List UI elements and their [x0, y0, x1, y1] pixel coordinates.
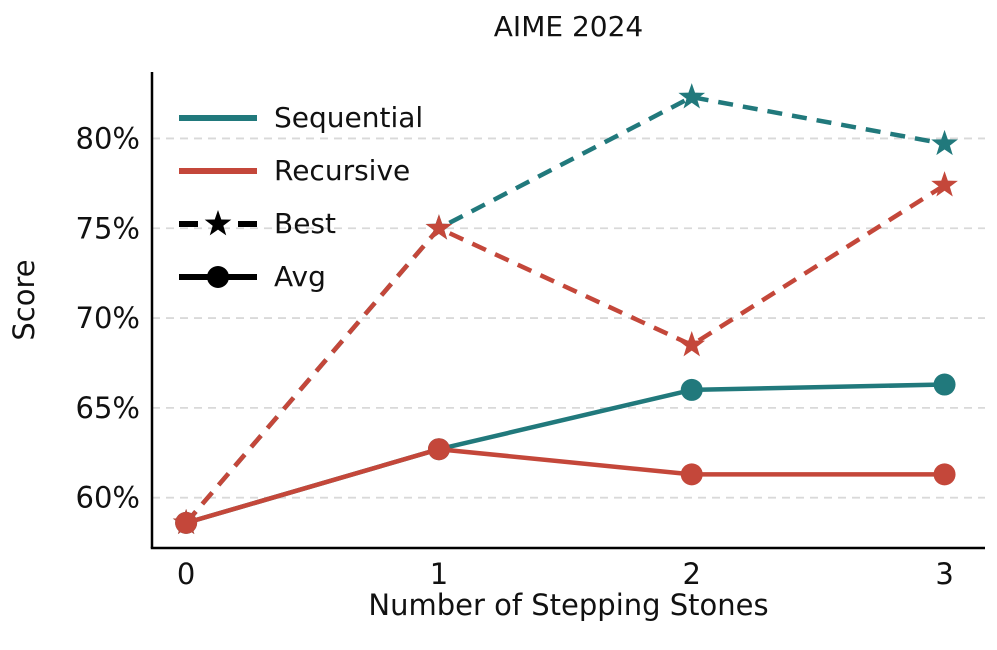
- legend-label: Sequential: [274, 101, 424, 134]
- recursive-line-swatch: [179, 168, 257, 174]
- x-tick-label: 0: [177, 557, 195, 591]
- y-tick-label: 60%: [76, 481, 140, 515]
- x-tick-label: 2: [683, 557, 701, 591]
- series-line-sequential-best: [184, 94, 946, 525]
- x-tick-label: 1: [430, 557, 448, 591]
- series-line-sequential-avg: [185, 382, 945, 526]
- best-star-swatch: [179, 210, 257, 236]
- avg-circle-swatch: [179, 266, 257, 288]
- circle-marker: [427, 438, 450, 461]
- legend-item-avg: Avg: [178, 261, 423, 293]
- legend-item-best: Best: [178, 208, 423, 240]
- y-tick-label: 65%: [76, 391, 140, 425]
- circle-marker: [933, 463, 956, 486]
- star-marker: [931, 171, 958, 197]
- star-marker: [678, 83, 706, 109]
- sequential-line-swatch: [179, 115, 257, 121]
- legend-item-recursive: Recursive: [178, 155, 423, 187]
- legend-label: Recursive: [274, 154, 411, 187]
- y-tick-label: 70%: [76, 301, 140, 335]
- x-axis-label: Number of Stepping Stones: [368, 588, 769, 622]
- circle-marker: [175, 511, 198, 534]
- y-tick-label: 80%: [76, 121, 140, 155]
- star-marker: [931, 129, 958, 156]
- legend: Sequential Recursive Best Avg: [178, 102, 423, 293]
- circle-marker: [680, 463, 703, 486]
- star-marker: [678, 331, 706, 357]
- chart-title: AIME 2024: [493, 10, 644, 43]
- star-marker: [425, 214, 453, 240]
- legend-item-sequential: Sequential: [178, 102, 423, 134]
- circle-marker: [933, 373, 956, 396]
- series-line-recursive-best: [184, 183, 946, 525]
- star-icon: [204, 210, 232, 236]
- circle-icon: [207, 266, 229, 288]
- series-line-recursive-avg: [185, 446, 945, 526]
- x-tick-label: 3: [935, 557, 953, 591]
- y-tick-label: 75%: [76, 211, 140, 245]
- legend-label: Avg: [274, 260, 326, 293]
- circle-marker: [680, 378, 703, 401]
- legend-label: Best: [274, 207, 337, 240]
